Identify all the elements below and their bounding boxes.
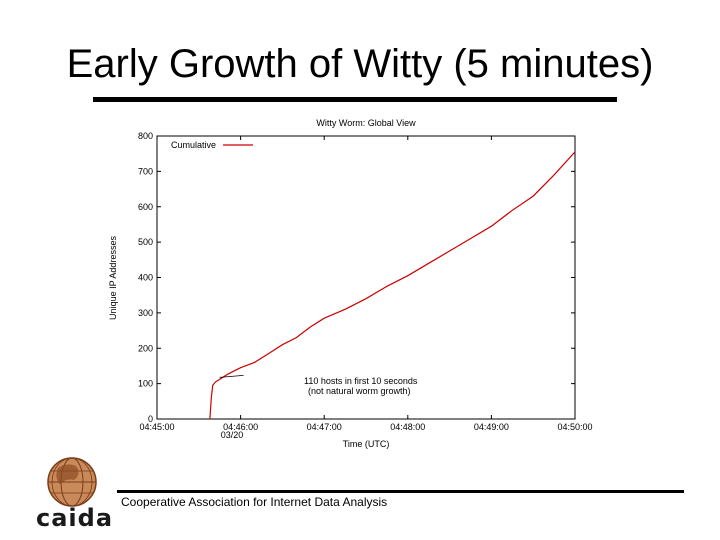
x-tick-label: 04:47:00 xyxy=(307,422,342,432)
y-tick-label: 700 xyxy=(138,166,153,176)
chart-svg: Witty Worm: Global View 0 100 200 300 400 500… xyxy=(108,118,593,449)
x-axis-label: Time (UTC) xyxy=(343,439,390,449)
x-date-label: 03/20 xyxy=(221,430,244,440)
annotation-line-2: (not natural worm growth) xyxy=(308,386,411,396)
caida-logo: caida xyxy=(36,454,114,534)
chart-title: Witty Worm: Global View xyxy=(316,118,416,128)
logo-text: caida xyxy=(36,504,114,532)
plot-area: 0 100 200 300 400 500 600 700 800 04:45:00 04:46:0… xyxy=(138,131,593,432)
chart: Witty Worm: Global View 0 100 200 300 400 500… xyxy=(100,108,600,460)
globe-icon xyxy=(47,457,97,507)
y-tick-label: 0 xyxy=(148,414,153,424)
x-tick-label: 04:45:00 xyxy=(139,422,174,432)
y-tick-label: 300 xyxy=(138,308,153,318)
legend-label: Cumulative xyxy=(171,140,216,150)
x-tick-label: 04:46:00 xyxy=(223,422,258,432)
y-tick-label: 800 xyxy=(138,131,153,141)
y-tick-label: 400 xyxy=(138,273,153,283)
x-tick-label: 04:48:00 xyxy=(390,422,425,432)
x-tick-label: 04:50:00 xyxy=(557,422,592,432)
y-axis-label: Unique IP Addresses xyxy=(108,236,118,320)
y-tick-label: 600 xyxy=(138,202,153,212)
footer-rule xyxy=(117,490,684,493)
series-line-cumulative xyxy=(209,151,576,420)
annotation-line-1: 110 hosts in first 10 seconds xyxy=(304,376,418,386)
footer-text: Cooperative Association for Internet Dat… xyxy=(121,495,388,509)
title-rule xyxy=(93,97,617,102)
annotation-arrow xyxy=(219,374,244,378)
slide-title: Early Growth of Witty (5 minutes) xyxy=(66,42,654,86)
y-tick-label: 200 xyxy=(138,343,153,353)
y-tick-label: 100 xyxy=(138,379,153,389)
y-tick-label: 500 xyxy=(138,237,153,247)
x-tick-label: 04:49:00 xyxy=(474,422,509,432)
